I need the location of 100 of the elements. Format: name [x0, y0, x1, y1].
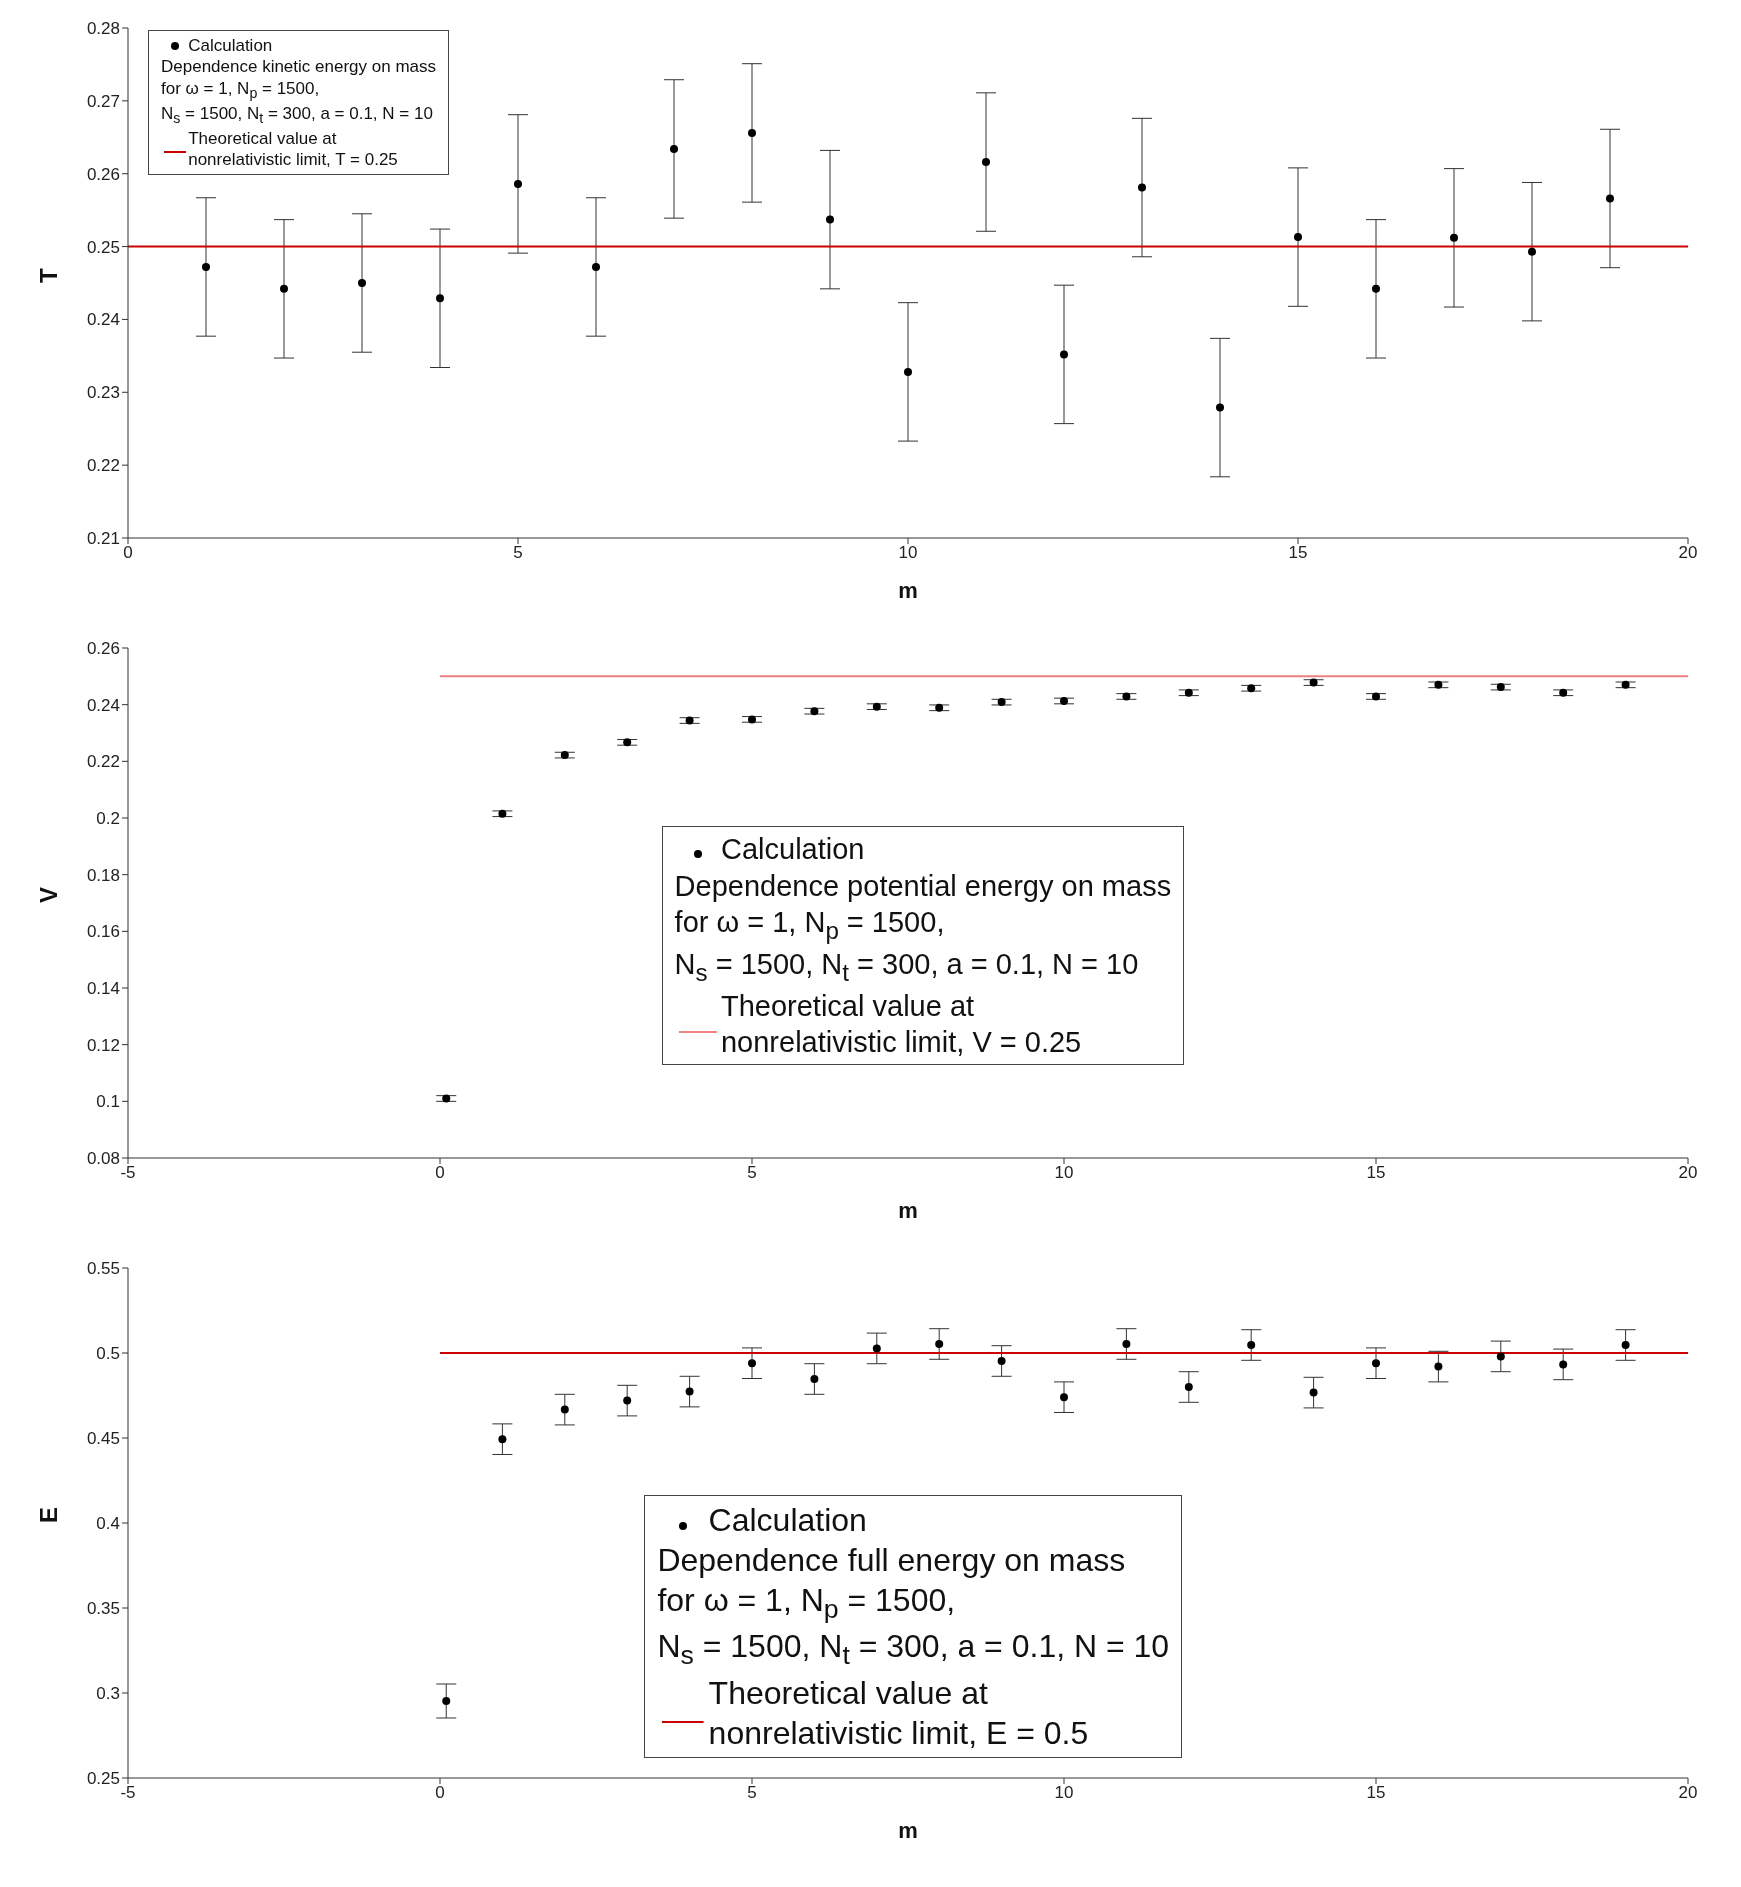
point — [1247, 1341, 1256, 1350]
y-tick-label: 0.24 — [86, 310, 120, 330]
point — [1559, 1360, 1568, 1369]
x-tick-label: 20 — [1678, 543, 1698, 563]
x-tick-label: 15 — [1366, 1783, 1386, 1803]
x-tick-label: 5 — [747, 1783, 757, 1803]
y-tick-label: 0.2 — [96, 809, 120, 829]
y-tick-label: 0.28 — [86, 19, 120, 39]
y-axis-title: E — [34, 1506, 62, 1523]
x-axis-title: m — [898, 1198, 918, 1223]
y-tick-label: 0.14 — [86, 979, 120, 999]
legend-label: Theoretical value at nonrelativistic limit, E = 0.5 — [708, 1674, 1090, 1753]
point — [1621, 680, 1630, 689]
point — [1122, 1339, 1131, 1348]
annotation: N$_{s}$ = 1500, N$_{t}$ = 300, a = 0.1, N = 10 — [161, 102, 434, 128]
point — [748, 1359, 756, 1368]
legend-label: Calculation — [708, 1500, 867, 1540]
legend-label: Theoretical value at nonrelativistic limit, T = 0.25 — [188, 127, 399, 171]
point — [1184, 688, 1193, 697]
y-tick-label: 0.22 — [86, 456, 120, 476]
y-tick-label: 0.25 — [86, 1769, 120, 1789]
x-axis-title: m — [898, 1818, 918, 1843]
x-tick-label: 15 — [1288, 543, 1308, 563]
point — [1247, 684, 1256, 693]
y-tick-label: 0.3 — [96, 1684, 120, 1704]
annotation: for ω = 1, N$_{p}$ = 1500, — [161, 77, 321, 103]
point — [202, 262, 210, 271]
y-tick-label: 0.08 — [86, 1149, 120, 1169]
point — [442, 1696, 451, 1705]
point — [982, 158, 990, 167]
point — [685, 1387, 694, 1396]
point — [442, 1094, 451, 1103]
y-axis-title: V — [34, 886, 62, 903]
y-tick-label: 0.12 — [86, 1035, 120, 1055]
x-tick-label: 5 — [513, 543, 523, 563]
point — [748, 128, 756, 137]
y-tick-label: 0.26 — [86, 164, 120, 184]
point — [1309, 678, 1318, 687]
annotation: Dependence full energy on mass — [657, 1540, 1127, 1580]
y-tick-label: 0.25 — [86, 237, 120, 257]
y-tick-label: 0.23 — [86, 383, 120, 403]
point — [560, 751, 569, 760]
y-tick-label: 0.18 — [86, 865, 120, 885]
point — [1122, 692, 1131, 701]
point — [623, 1396, 632, 1405]
annotation: Dependence potential energy on mass — [674, 868, 1172, 904]
point — [1496, 1352, 1505, 1361]
point — [1559, 688, 1568, 697]
point — [592, 262, 600, 271]
point — [935, 703, 944, 712]
point — [872, 1344, 881, 1353]
point — [1496, 683, 1505, 692]
point — [1372, 1359, 1380, 1368]
y-tick-label: 0.27 — [86, 91, 120, 111]
annotation: for ω = 1, N$_{p}$ = 1500, — [674, 904, 946, 946]
point — [1184, 1383, 1193, 1391]
y-tick-label: 0.26 — [86, 639, 120, 659]
x-tick-label: 0 — [435, 1783, 445, 1803]
annotation: for ω = 1, N$_{p}$ = 1500, — [657, 1580, 957, 1626]
x-axis-title: m — [898, 578, 918, 603]
point — [1434, 680, 1443, 689]
point — [826, 215, 834, 224]
y-tick-label: 0.21 — [86, 529, 120, 549]
point — [997, 1356, 1006, 1365]
point — [670, 144, 678, 153]
point — [1434, 1362, 1443, 1371]
point — [436, 294, 444, 303]
x-tick-label: 10 — [1054, 1163, 1074, 1183]
point — [1372, 284, 1380, 293]
annotation: N$_{s}$ = 1500, N$_{t}$ = 300, a = 0.1, N = 10 — [674, 946, 1140, 988]
point — [1294, 233, 1302, 242]
point — [280, 284, 288, 293]
point — [560, 1405, 569, 1414]
point — [810, 707, 819, 716]
point — [872, 702, 881, 711]
point — [498, 809, 507, 818]
x-tick-label: 10 — [1054, 1783, 1074, 1803]
y-tick-label: 0.35 — [86, 1599, 120, 1619]
point — [935, 1339, 944, 1348]
point — [1309, 1388, 1318, 1397]
point — [1060, 1393, 1068, 1402]
x-tick-label: -5 — [120, 1163, 136, 1183]
x-tick-label: 0 — [123, 543, 133, 563]
y-tick-label: 0.22 — [86, 752, 120, 772]
x-tick-label: -5 — [120, 1783, 136, 1803]
legend-label: Calculation — [188, 35, 273, 57]
x-tick-label: 5 — [747, 1163, 757, 1183]
point — [810, 1375, 819, 1384]
point — [623, 738, 632, 747]
point — [1528, 247, 1536, 256]
point — [498, 1435, 507, 1444]
annotation: Dependence kinetic energy on mass — [161, 56, 436, 78]
point — [1606, 194, 1614, 203]
y-axis-title: T — [34, 268, 62, 283]
point — [358, 279, 366, 287]
y-tick-label: 0.55 — [86, 1259, 120, 1279]
point — [1060, 350, 1068, 359]
point — [514, 179, 522, 188]
y-tick-label: 0.4 — [96, 1514, 120, 1534]
point — [1216, 403, 1224, 412]
